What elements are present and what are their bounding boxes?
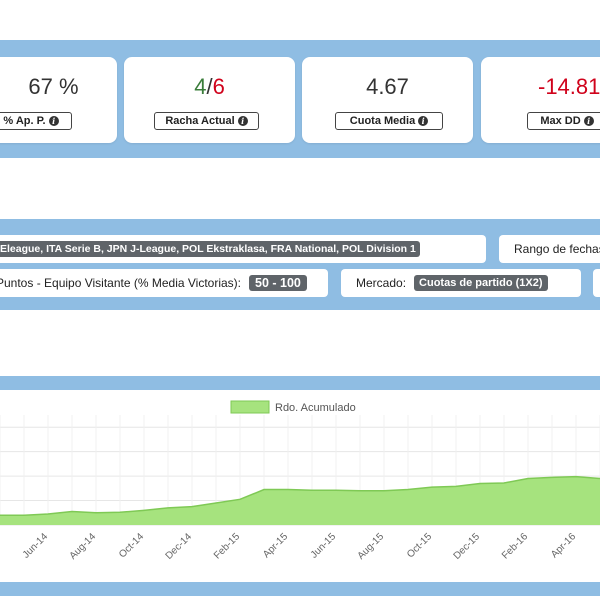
visitor-points-filter[interactable]: Puntos - Equipo Visitante (% Media Victo… bbox=[0, 269, 328, 297]
date-range-label: Rango de fechas bbox=[514, 242, 600, 256]
legend-swatch bbox=[230, 400, 270, 414]
streak-total: 6 bbox=[212, 74, 225, 99]
info-icon: i bbox=[418, 116, 429, 126]
data-point[interactable] bbox=[142, 508, 147, 513]
x-tick-label: Jun-15 bbox=[309, 531, 339, 561]
data-point[interactable] bbox=[382, 488, 387, 493]
info-icon: i bbox=[583, 116, 594, 126]
max-drawdown-label: Max DD bbox=[540, 115, 581, 127]
stat-card-current-streak: 4/6 Racha Actual i bbox=[124, 57, 295, 143]
data-point[interactable] bbox=[214, 501, 219, 506]
x-tick-label: Aug-15 bbox=[356, 531, 387, 562]
data-point[interactable] bbox=[334, 488, 339, 493]
data-point[interactable] bbox=[310, 488, 315, 493]
data-point[interactable] bbox=[502, 480, 507, 485]
current-streak-label-button[interactable]: Racha Actual i bbox=[154, 112, 259, 130]
data-point[interactable] bbox=[166, 505, 171, 510]
x-tick-label: Apr-16 bbox=[549, 531, 578, 560]
leagues-tag: Eleague, ITA Serie B, JPN J-League, POL … bbox=[0, 241, 420, 257]
visitor-points-label: Puntos - Equipo Visitante (% Media Victo… bbox=[0, 276, 242, 290]
max-drawdown-value: -14.81 bbox=[538, 74, 600, 99]
data-point[interactable] bbox=[46, 512, 51, 517]
avg-odds-label-button[interactable]: Cuota Media i bbox=[335, 112, 443, 130]
legend-label: Rdo. Acumulado bbox=[275, 402, 356, 414]
stat-card-avg-odds: 4.67 Cuota Media i bbox=[302, 57, 473, 143]
legend[interactable]: Rdo. Acumulado bbox=[230, 400, 356, 414]
data-point[interactable] bbox=[238, 497, 243, 502]
cumulative-result-chart: Jun-14 Aug-14 Oct-14 Dec-14 Feb-15 Apr-15 Jun-… bbox=[0, 400, 600, 562]
series-area bbox=[0, 476, 600, 525]
data-point[interactable] bbox=[262, 487, 267, 492]
visitor-points-tag: 50 - 100 bbox=[249, 275, 307, 291]
market-label: Mercado: bbox=[356, 276, 407, 290]
current-streak-value: 4/6 bbox=[124, 74, 295, 100]
x-tick-label: Dec-15 bbox=[452, 531, 483, 562]
x-tick-label: Apr-15 bbox=[261, 531, 290, 560]
avg-odds-label: Cuota Media bbox=[349, 115, 416, 127]
streak-wins: 4 bbox=[194, 74, 207, 99]
x-tick-label: Feb-16 bbox=[500, 531, 530, 561]
market-tag: Cuotas de partido (1X2) bbox=[414, 275, 548, 291]
data-point[interactable] bbox=[22, 513, 27, 518]
market-filter[interactable]: Mercado: Cuotas de partido (1X2) bbox=[341, 269, 581, 297]
x-tick-label: Jun-14 bbox=[21, 531, 51, 561]
data-point[interactable] bbox=[454, 484, 459, 489]
win-rate-label: % Ap. P. bbox=[3, 115, 46, 127]
x-tick-label: Dec-14 bbox=[164, 531, 195, 562]
stat-card-win-rate: 67 % % Ap. P. i bbox=[0, 57, 117, 143]
data-point[interactable] bbox=[478, 481, 483, 486]
data-point[interactable] bbox=[550, 475, 555, 480]
win-rate-label-button[interactable]: % Ap. P. i bbox=[0, 112, 72, 130]
data-point[interactable] bbox=[70, 509, 75, 514]
data-point[interactable] bbox=[118, 510, 123, 515]
data-point[interactable] bbox=[286, 487, 291, 492]
data-point[interactable] bbox=[190, 504, 195, 509]
chart-panel: Jun-14 Aug-14 Oct-14 Dec-14 Feb-15 Apr-15 Jun-… bbox=[0, 390, 600, 582]
stat-card-max-drawdown: -14.81 Max DD i bbox=[481, 57, 600, 143]
data-point[interactable] bbox=[430, 485, 435, 490]
win-rate-value: 67 % bbox=[28, 74, 79, 99]
x-tick-label: Oct-15 bbox=[405, 531, 434, 560]
data-point[interactable] bbox=[358, 488, 363, 493]
info-icon: i bbox=[237, 116, 248, 126]
avg-odds-value: 4.67 bbox=[366, 74, 409, 99]
x-tick-label: Feb-15 bbox=[212, 531, 242, 561]
current-streak-label: Racha Actual bbox=[165, 115, 235, 127]
date-range-filter[interactable]: Rango de fechas bbox=[499, 235, 600, 263]
x-tick-label: Aug-14 bbox=[68, 531, 99, 562]
data-point[interactable] bbox=[94, 510, 99, 515]
data-point[interactable] bbox=[574, 474, 579, 479]
x-tick-label: Oct-14 bbox=[117, 531, 146, 560]
max-drawdown-label-button[interactable]: Max DD i bbox=[527, 112, 600, 130]
data-point[interactable] bbox=[526, 476, 531, 481]
series-line bbox=[0, 475, 600, 516]
leagues-filter[interactable]: Eleague, ITA Serie B, JPN J-League, POL … bbox=[0, 235, 486, 263]
streak-separator: / bbox=[206, 74, 213, 99]
data-point[interactable] bbox=[406, 487, 411, 492]
info-icon: i bbox=[48, 116, 59, 126]
extra-filter[interactable] bbox=[593, 269, 600, 297]
